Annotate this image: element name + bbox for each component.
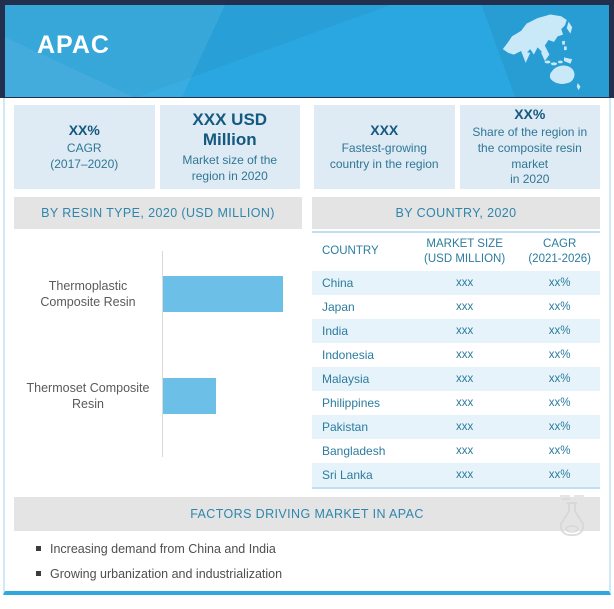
table-cell: Bangladesh: [322, 443, 386, 458]
table-cell: India: [322, 323, 349, 338]
country-table-body: China xxx xx% Japan xxx xx% India xxx xx% Indones…: [312, 270, 600, 489]
section-header-country: BY COUNTRY, 2020: [312, 197, 600, 229]
stat-market-size: XXX USD Million Market size of the regio…: [159, 105, 300, 189]
stat-region-share-value: XX%: [514, 106, 546, 123]
table-cell: xx%: [548, 324, 571, 337]
bar-row: Thermoplastic Composite Resin: [14, 243, 302, 345]
table-cell: xx%: [548, 276, 571, 289]
banner-frame: APAC: [0, 0, 614, 98]
table-cell: Malaysia: [322, 371, 370, 386]
table-row: Pakistan xxx xx%: [312, 414, 600, 439]
factors-list: Increasing demand from China and India Gr…: [14, 542, 600, 581]
chart-axis-line: [162, 251, 163, 457]
bar: [162, 378, 216, 414]
table-cell: xxx: [456, 372, 474, 385]
stat-market-size-desc: Market size of the region in 2020: [182, 152, 278, 183]
resin-bar-chart: Thermoplastic Composite Resin Thermoset C…: [14, 229, 302, 479]
table-cell: xx%: [548, 420, 571, 433]
table-cell: Indonesia: [322, 347, 375, 362]
stats-row: XX% CAGR (2017–2020) XXX USD Million Mar…: [14, 105, 600, 189]
table-header-cell: MARKET SIZE (USD MILLION): [409, 231, 520, 271]
table-header-cell: COUNTRY: [312, 231, 410, 271]
resin-type-section: BY RESIN TYPE, 2020 (USD MILLION) Thermo…: [14, 197, 302, 489]
table-cell: xxx: [456, 324, 474, 337]
factor-item: Increasing demand from China and India: [36, 542, 600, 556]
table-cell: xx%: [548, 444, 571, 457]
stat-fastest-country-value: XXX: [370, 121, 399, 138]
table-cell: xxx: [456, 420, 474, 433]
table-cell: xx%: [548, 372, 571, 385]
bar-track: [162, 378, 302, 414]
table-row: Indonesia xxx xx%: [312, 343, 600, 367]
table-cell: Philippines: [322, 395, 381, 410]
resin-bar-plot: Thermoplastic Composite Resin Thermoset C…: [14, 243, 302, 479]
stat-region-share-desc: Share of the region in the composite res…: [472, 125, 588, 187]
factors-header: FACTORS DRIVING MARKET IN APAC: [14, 496, 600, 531]
content-card: XX% CAGR (2017–2020) XXX USD Million Mar…: [3, 98, 611, 595]
table-row: Malaysia xxx xx%: [312, 366, 600, 391]
stat-fastest-country: XXX Fastest-growing country in the regio…: [314, 105, 455, 189]
table-header-cell: CAGR (2021-2026): [519, 231, 600, 271]
factor-item: Growing urbanization and industrializati…: [36, 567, 600, 581]
section-header-resin-type: BY RESIN TYPE, 2020 (USD MILLION): [14, 197, 302, 229]
country-section: BY COUNTRY, 2020 COUNTRY MARKET SIZE (USD…: [312, 197, 600, 489]
bar-track: [162, 276, 302, 312]
table-cell: xxx: [456, 348, 474, 361]
asia-pacific-map-icon: [502, 14, 581, 91]
table-row: Japan xxx xx%: [312, 295, 600, 319]
banner: APAC: [5, 5, 609, 97]
stat-cagr-value: XX%: [68, 121, 100, 138]
table-row: India xxx xx%: [312, 318, 600, 343]
table-cell: Japan: [322, 299, 355, 314]
table-cell: xx%: [519, 462, 600, 489]
table-cell: xxx: [456, 276, 474, 289]
bar-row: Thermoset Composite Resin: [14, 345, 302, 447]
table-row: China xxx xx%: [312, 270, 600, 295]
stat-fastest-country-desc: Fastest-growing country in the region: [329, 140, 439, 171]
stat-region-share: XX% Share of the region in the composite…: [459, 105, 600, 189]
main-grid: BY RESIN TYPE, 2020 (USD MILLION) Thermo…: [14, 197, 600, 489]
country-table-head: COUNTRY MARKET SIZE (USD MILLION) CAGR (20…: [312, 231, 600, 271]
table-cell: xxx: [456, 396, 474, 409]
stat-market-size-value: XXX USD Million: [192, 109, 268, 149]
table-cell: xxx: [409, 462, 520, 489]
bar-category-label: Thermoset Composite Resin: [26, 380, 150, 411]
bar: [162, 276, 283, 312]
watermark-flask-icon: [559, 495, 585, 536]
page-title: APAC: [37, 31, 110, 59]
bar-category-label: Thermoplastic Composite Resin: [40, 278, 136, 309]
table-row: Bangladesh xxx xx%: [312, 439, 600, 463]
table-cell: xx%: [548, 300, 571, 313]
country-table: COUNTRY MARKET SIZE (USD MILLION) CAGR (20…: [312, 231, 600, 489]
table-cell: xxx: [456, 300, 474, 313]
table-row: Philippines xxx xx%: [312, 391, 600, 415]
bullet-icon: [36, 545, 41, 551]
bullet-icon: [36, 570, 41, 576]
stat-cagr-desc: CAGR (2017–2020): [50, 140, 119, 171]
factors-section: FACTORS DRIVING MARKET IN APAC Increasin…: [14, 495, 600, 581]
table-cell: China: [322, 275, 354, 290]
stat-cagr: XX% CAGR (2017–2020): [14, 105, 155, 189]
table-cell: Pakistan: [322, 419, 369, 434]
table-row: Sri Lanka xxx xx%: [312, 462, 600, 489]
table-cell: xx%: [548, 348, 571, 361]
table-cell: xxx: [456, 444, 474, 457]
table-cell: Sri Lanka: [312, 462, 410, 489]
table-cell: xx%: [548, 396, 571, 409]
